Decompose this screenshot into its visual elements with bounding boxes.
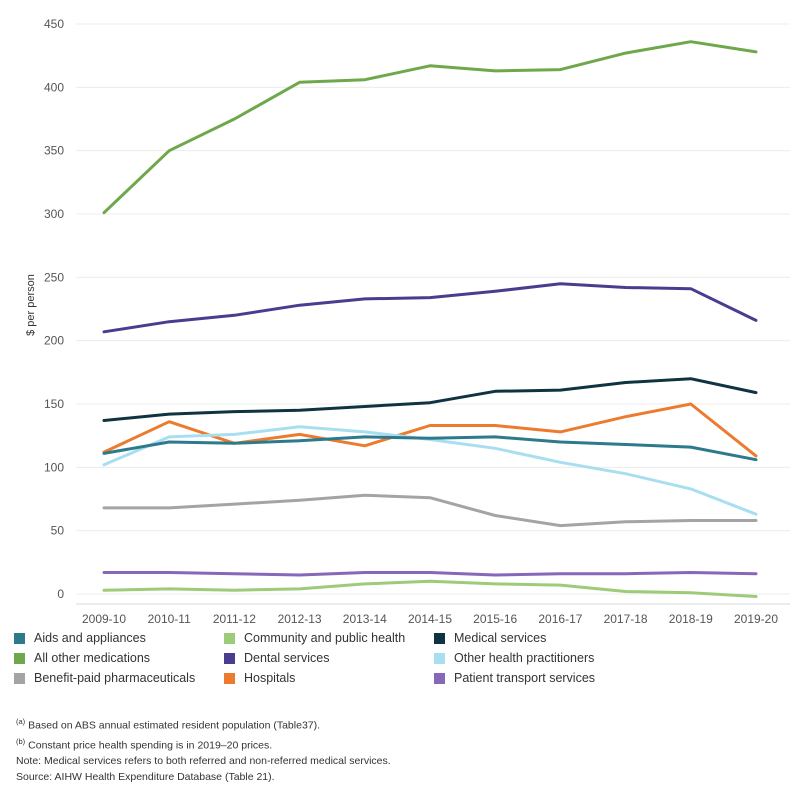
footnote-a-marker: (a)	[16, 717, 26, 726]
y-tick-label: 100	[44, 460, 64, 474]
x-tick-label: 2013-14	[343, 612, 387, 626]
legend-swatch	[14, 632, 25, 644]
x-tick-label: 2018-19	[669, 612, 713, 626]
legend-label: Hospitals	[244, 671, 296, 685]
series-line-dental-services	[102, 282, 758, 334]
series-line-other-health-practitioners	[102, 425, 758, 516]
y-tick-label: 350	[44, 144, 64, 158]
legend-item: Aids and appliances	[14, 631, 146, 645]
series-line-patient-transport-services	[102, 571, 758, 577]
source-text: Source: AIHW Health Expenditure Database…	[16, 770, 275, 783]
x-tick-label: 2014-15	[408, 612, 452, 626]
legend-item: Benefit-paid pharmaceuticals	[14, 671, 195, 685]
y-tick-label: 400	[44, 80, 64, 94]
legend-swatch	[224, 632, 235, 644]
x-axis-ticks: 2009-10 2010-11 2011-12 2012-13 2013-14 2014-…	[76, 603, 790, 626]
legend-label: Other health practitioners	[454, 651, 595, 665]
legend-item: Community and public health	[224, 631, 405, 645]
legend-swatch	[434, 672, 445, 684]
line-chart: 0 50 100 150 200 250 300 350 400 450 2009-10 2010-…	[25, 17, 790, 626]
footnote-a-text: Based on ABS annual estimated resident p…	[28, 719, 321, 732]
y-axis-label: $ per person	[25, 274, 37, 336]
y-tick-label: 250	[44, 270, 64, 284]
legend-label: Aids and appliances	[34, 631, 146, 645]
legend-swatch	[14, 652, 25, 664]
series-lines	[102, 40, 758, 598]
legend-swatch	[14, 672, 25, 684]
x-tick-label: 2016-17	[538, 612, 582, 626]
legend-label: Community and public health	[244, 631, 406, 645]
x-tick-label: 2017-18	[604, 612, 648, 626]
footnote-b-text: Constant price health spending is in 201…	[28, 739, 273, 752]
x-tick-label: 2009-10	[82, 612, 126, 626]
legend-label: All other medications	[34, 651, 151, 665]
footnotes: (a) Based on ABS annual estimated residen…	[16, 714, 391, 785]
legend-label: Dental services	[244, 651, 330, 665]
series-line-medical-services	[102, 377, 758, 422]
legend-swatch	[224, 652, 235, 664]
legend-label: Benefit-paid pharmaceuticals	[34, 671, 196, 685]
legend-swatch	[434, 652, 445, 664]
footnote-b-marker: (b)	[16, 737, 26, 746]
legend-item: All other medications	[14, 651, 150, 665]
x-tick-label: 2015-16	[473, 612, 517, 626]
x-tick-label: 2012-13	[278, 612, 322, 626]
legend-item: Hospitals	[224, 671, 295, 685]
y-tick-label: 200	[44, 334, 64, 348]
note-text: Note: Medical services refers to both re…	[16, 755, 391, 767]
footnote-b: (b) Constant price health spending is in …	[16, 734, 391, 754]
y-tick-label: 150	[44, 397, 64, 411]
legend-swatch	[224, 672, 235, 684]
x-tick-label: 2019-20	[734, 612, 778, 626]
series-line-aids-and-appliances	[102, 435, 758, 462]
legend-swatch	[434, 632, 445, 644]
y-axis-ticks: 0 50 100 150 200 250 300 350 400 450	[44, 17, 64, 601]
legend-item: Other health practitioners	[434, 651, 594, 665]
y-tick-label: 50	[51, 524, 65, 538]
x-tick-label: 2011-12	[213, 612, 256, 626]
legend-label: Medical services	[454, 631, 547, 645]
series-line-community-and-public-health	[102, 579, 758, 598]
legend-label: Patient transport services	[454, 671, 596, 685]
y-tick-label: 300	[44, 207, 64, 221]
x-tick-label: 2010-11	[148, 612, 191, 626]
y-tick-label: 450	[44, 17, 64, 31]
legend-item: Medical services	[434, 631, 546, 645]
gridlines	[76, 23, 790, 595]
y-tick-label: 0	[57, 587, 64, 601]
footnote-a: (a) Based on ABS annual estimated residen…	[16, 714, 391, 734]
legend-item: Patient transport services	[434, 671, 595, 685]
series-line-all-other-medications	[102, 40, 758, 215]
series-line-benefit-paid-pharmaceuticals	[102, 493, 758, 528]
legend-item: Dental services	[224, 651, 329, 665]
